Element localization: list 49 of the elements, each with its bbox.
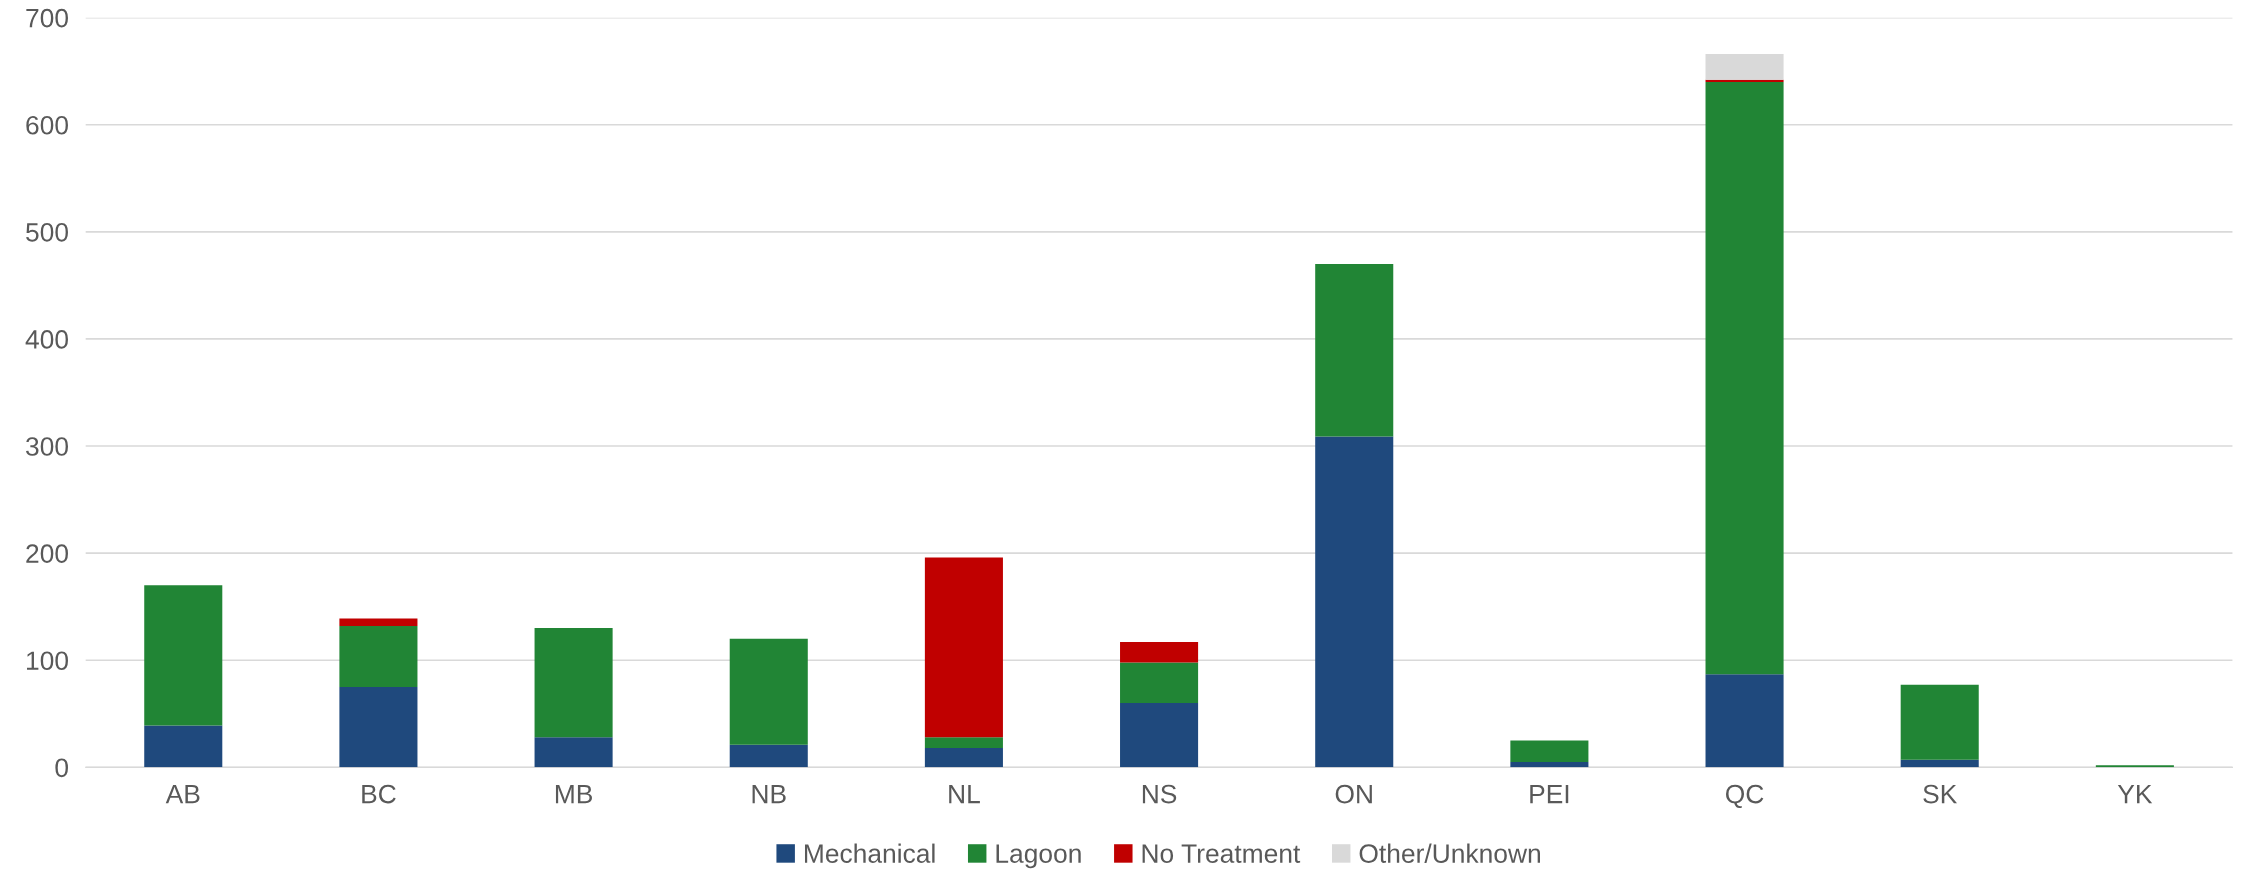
bar (144, 585, 223, 726)
bar (1120, 642, 1199, 663)
x-tick-label: AB (165, 784, 200, 804)
bar (2095, 765, 2174, 768)
bar (339, 625, 418, 688)
bar (534, 737, 613, 768)
bar (1315, 436, 1394, 768)
legend-label: Other/Unknown (1359, 843, 1540, 863)
bar (534, 628, 613, 738)
bar (1510, 761, 1589, 768)
bar (924, 748, 1003, 768)
legend-label: Lagoon (996, 844, 1081, 869)
x-tick-label: NS (1142, 784, 1177, 804)
bar (924, 737, 1003, 749)
bar (1705, 54, 1784, 80)
bar (1705, 674, 1784, 768)
x-tick-label: NB (752, 784, 786, 804)
bar (339, 618, 418, 626)
bar (1705, 81, 1784, 675)
y-tick-label: 100 (27, 651, 68, 671)
y-tick-label: 200 (26, 544, 68, 563)
y-tick-label: 700 (26, 8, 68, 28)
bar (1120, 703, 1199, 768)
x-tick-label: BC (362, 784, 396, 804)
y-tick-label: 400 (25, 330, 68, 349)
bar (924, 557, 1003, 738)
bar (1315, 263, 1394, 437)
y-tick-label: 0 (55, 758, 68, 778)
legend-label: Mechanical (804, 843, 935, 863)
y-tick-label: 600 (26, 115, 68, 135)
x-tick-label: PEI (1530, 784, 1569, 804)
x-tick-label: ON (1335, 784, 1372, 804)
bar (1900, 759, 1979, 768)
bar (1120, 662, 1199, 704)
bar (729, 744, 808, 768)
legend-label: No Treatment (1142, 844, 1301, 863)
bar (144, 725, 223, 768)
y-tick-label: 500 (26, 222, 68, 242)
bar (339, 687, 418, 768)
bar (729, 638, 808, 745)
bar (1705, 79, 1784, 82)
y-tick-label: 300 (26, 437, 68, 456)
bar (1510, 740, 1589, 762)
bar (1900, 684, 1979, 760)
x-tick-label: MB (555, 784, 592, 804)
x-tick-label: SK (1923, 784, 1958, 804)
x-tick-label: YK (2117, 784, 2153, 804)
x-tick-label: NL (949, 784, 980, 804)
x-tick-label: QC (1726, 784, 1764, 809)
